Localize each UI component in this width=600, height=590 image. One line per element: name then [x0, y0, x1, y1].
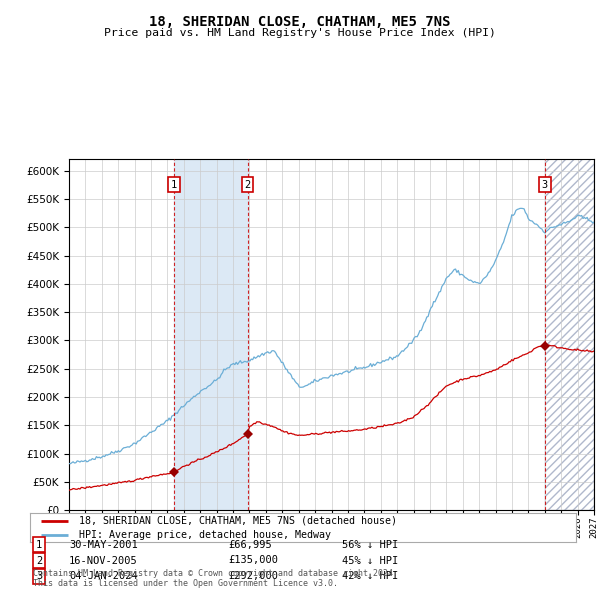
Text: HPI: Average price, detached house, Medway: HPI: Average price, detached house, Medw… [79, 530, 331, 540]
Bar [545, 159, 594, 510]
Text: 42% ↓ HPI: 42% ↓ HPI [342, 572, 398, 581]
Bar [174, 159, 248, 510]
Text: 2: 2 [244, 180, 251, 190]
Text: Price paid vs. HM Land Registry's House Price Index (HPI): Price paid vs. HM Land Registry's House … [104, 28, 496, 38]
Text: £66,995: £66,995 [228, 540, 272, 549]
Text: 45% ↓ HPI: 45% ↓ HPI [342, 556, 398, 565]
Text: 3: 3 [542, 180, 548, 190]
Text: £292,000: £292,000 [228, 572, 278, 581]
Text: 1: 1 [171, 180, 177, 190]
Text: 30-MAY-2001: 30-MAY-2001 [69, 540, 138, 549]
Text: 18, SHERIDAN CLOSE, CHATHAM, ME5 7NS: 18, SHERIDAN CLOSE, CHATHAM, ME5 7NS [149, 15, 451, 30]
Text: 04-JAN-2024: 04-JAN-2024 [69, 572, 138, 581]
Text: £135,000: £135,000 [228, 556, 278, 565]
Text: 2: 2 [36, 556, 42, 565]
Text: 16-NOV-2005: 16-NOV-2005 [69, 556, 138, 565]
Text: 18, SHERIDAN CLOSE, CHATHAM, ME5 7NS (detached house): 18, SHERIDAN CLOSE, CHATHAM, ME5 7NS (de… [79, 516, 397, 526]
Text: 1: 1 [36, 540, 42, 549]
Text: 3: 3 [36, 572, 42, 581]
Text: 56% ↓ HPI: 56% ↓ HPI [342, 540, 398, 549]
Text: Contains HM Land Registry data © Crown copyright and database right 2024.
This d: Contains HM Land Registry data © Crown c… [33, 569, 398, 588]
